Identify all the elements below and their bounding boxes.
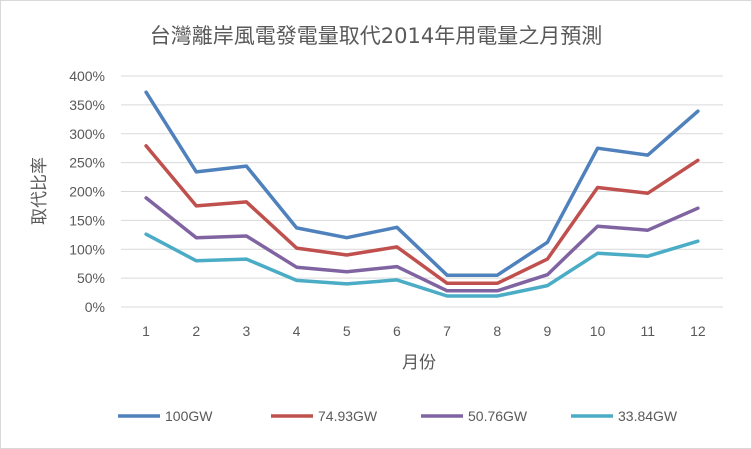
x-axis-ticks: 1 2 3 4 5 6 7 8 9 10 11 12 [142,323,706,339]
y-tick-label: 350% [69,97,105,113]
y-tick-label: 0% [85,299,105,315]
legend-label-3: 50.76GW [468,408,528,424]
legend-label-4: 33.84GW [618,408,678,424]
y-tick-label: 50% [77,270,105,286]
gridlines [121,75,723,308]
series-line-1 [144,90,700,277]
x-tick-label: 11 [640,323,655,339]
x-tick-label: 3 [243,323,251,339]
legend: 100GW 74.93GW 50.76GW 33.84GW [118,408,678,424]
y-tick-label: 300% [69,126,105,142]
series-line-4 [144,232,700,298]
y-axis-ticks: 0% 50% 100% 150% 200% 250% 300% 350% 400% [69,68,105,315]
series-line-3 [144,196,700,293]
y-tick-label: 200% [69,184,105,200]
legend-label-1: 100GW [165,408,213,424]
series-line-2 [144,144,700,286]
y-tick-label: 400% [69,68,105,84]
x-tick-label: 12 [690,323,706,339]
x-tick-label: 4 [293,323,301,339]
x-axis-title: 月份 [402,353,436,373]
y-tick-label: 150% [69,212,105,228]
x-tick-label: 5 [343,323,351,339]
x-tick-label: 10 [590,323,606,339]
x-tick-label: 8 [493,323,501,339]
chart-title: 台灣離岸風電發電量取代2014年用電量之月預測 [150,24,602,48]
y-tick-label: 250% [69,155,105,171]
y-tick-label: 100% [69,241,105,257]
y-axis-title: 取代比率 [30,157,50,225]
x-tick-label: 6 [393,323,401,339]
x-tick-label: 9 [544,323,552,339]
plot-lines [144,90,700,298]
legend-label-2: 74.93GW [318,408,378,424]
x-tick-label: 7 [443,323,451,339]
x-tick-label: 1 [142,323,150,339]
x-tick-label: 2 [192,323,200,339]
